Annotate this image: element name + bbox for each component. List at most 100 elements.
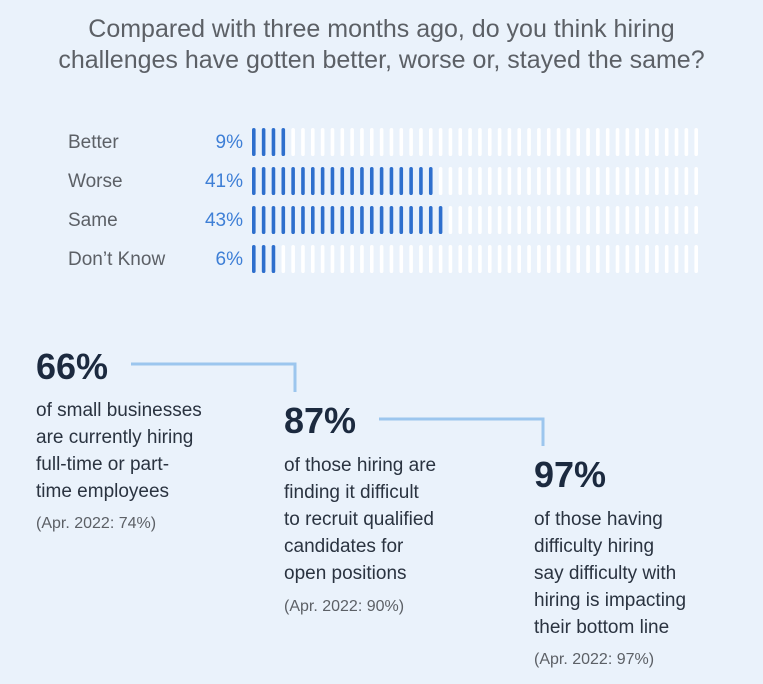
- empty-tick-worse: [625, 167, 630, 195]
- empty-tick-dont-know: [360, 245, 364, 273]
- empty-tick-better: [664, 128, 669, 156]
- empty-tick-worse: [596, 167, 600, 195]
- empty-tick-dont-know: [448, 245, 453, 273]
- empty-tick-same: [448, 206, 453, 234]
- empty-tick-worse: [448, 167, 453, 195]
- filled-tick-better: [252, 128, 256, 156]
- empty-tick-better: [458, 128, 463, 156]
- filled-tick-same: [350, 206, 354, 234]
- empty-tick-better: [310, 128, 315, 156]
- empty-tick-same: [674, 206, 679, 234]
- empty-tick-worse: [487, 167, 492, 195]
- stat-2-line-1: of those hiring are: [284, 455, 437, 476]
- stat-note-3: (Apr. 2022: 97%): [534, 651, 655, 668]
- filled-tick-worse: [310, 167, 315, 195]
- filled-tick-worse: [281, 167, 286, 195]
- empty-tick-better: [645, 128, 649, 156]
- empty-tick-worse: [664, 167, 669, 195]
- stat-2-line-2: finding it difficult: [284, 482, 419, 503]
- empty-tick-better: [369, 128, 374, 156]
- filled-tick-worse: [369, 167, 374, 195]
- value-label-worse: 41%: [204, 171, 243, 192]
- empty-tick-better: [379, 128, 384, 156]
- empty-tick-same: [537, 206, 541, 234]
- filled-tick-dont-know: [261, 245, 266, 273]
- empty-tick-same: [586, 206, 590, 234]
- filled-tick-same: [291, 206, 295, 234]
- empty-tick-better: [340, 128, 345, 156]
- stat-1-line-4: time employees: [36, 481, 170, 502]
- stat-value-3: 97%: [534, 454, 607, 495]
- filled-tick-dont-know: [252, 245, 256, 273]
- empty-tick-dont-know: [586, 245, 590, 273]
- value-label-better: 9%: [215, 132, 243, 153]
- empty-tick-dont-know: [694, 245, 698, 273]
- filled-tick-same: [389, 206, 394, 234]
- empty-tick-dont-know: [487, 245, 492, 273]
- empty-tick-same: [576, 206, 581, 234]
- empty-tick-dont-know: [546, 245, 551, 273]
- filled-tick-worse: [389, 167, 394, 195]
- filled-tick-worse: [320, 167, 325, 195]
- empty-tick-better: [301, 128, 305, 156]
- filled-tick-same: [379, 206, 384, 234]
- empty-tick-better: [546, 128, 551, 156]
- empty-tick-better: [625, 128, 630, 156]
- empty-tick-better: [448, 128, 453, 156]
- empty-tick-dont-know: [409, 245, 413, 273]
- filled-tick-better: [271, 128, 276, 156]
- filled-tick-same: [281, 206, 286, 234]
- empty-tick-worse: [438, 167, 443, 195]
- empty-tick-dont-know: [674, 245, 679, 273]
- empty-tick-better: [487, 128, 492, 156]
- filled-tick-worse: [379, 167, 384, 195]
- empty-tick-worse: [458, 167, 463, 195]
- empty-tick-better: [468, 128, 472, 156]
- empty-tick-same: [556, 206, 561, 234]
- stat-2-line-4: candidates for: [284, 536, 404, 557]
- empty-tick-better: [655, 128, 659, 156]
- filled-tick-worse: [271, 167, 276, 195]
- empty-tick-worse: [645, 167, 649, 195]
- empty-tick-worse: [576, 167, 581, 195]
- empty-tick-dont-know: [369, 245, 374, 273]
- stat-note-1: (Apr. 2022: 74%): [36, 515, 157, 532]
- empty-tick-worse: [655, 167, 659, 195]
- empty-tick-better: [694, 128, 698, 156]
- filled-tick-same: [301, 206, 305, 234]
- empty-tick-worse: [556, 167, 561, 195]
- stat-note-2: (Apr. 2022: 90%): [284, 598, 405, 615]
- bar-dont-know: [252, 245, 698, 273]
- empty-tick-same: [635, 206, 640, 234]
- empty-tick-better: [320, 128, 325, 156]
- empty-tick-dont-know: [566, 245, 571, 273]
- empty-tick-better: [527, 128, 531, 156]
- value-label-same: 43%: [204, 210, 243, 231]
- filled-tick-same: [320, 206, 325, 234]
- stat-3-line-4: hiring is impacting: [534, 590, 687, 611]
- category-label-better: Better: [68, 132, 119, 153]
- empty-tick-same: [596, 206, 600, 234]
- filled-tick-better: [281, 128, 286, 156]
- empty-tick-dont-know: [468, 245, 472, 273]
- filled-tick-worse: [409, 167, 413, 195]
- empty-tick-dont-know: [556, 245, 561, 273]
- empty-tick-better: [576, 128, 581, 156]
- empty-tick-worse: [605, 167, 610, 195]
- stat-2-line-3: to recruit qualified: [284, 509, 434, 530]
- connector-line-2: [379, 417, 545, 446]
- empty-tick-same: [468, 206, 472, 234]
- empty-tick-better: [330, 128, 335, 156]
- empty-tick-better: [428, 128, 433, 156]
- empty-tick-better: [586, 128, 590, 156]
- empty-tick-dont-know: [527, 245, 531, 273]
- empty-tick-same: [507, 206, 512, 234]
- empty-tick-better: [507, 128, 512, 156]
- empty-tick-worse: [517, 167, 522, 195]
- bar-worse: [252, 167, 698, 195]
- filled-tick-same: [360, 206, 364, 234]
- empty-tick-dont-know: [684, 245, 689, 273]
- filled-tick-worse: [350, 167, 354, 195]
- empty-tick-same: [684, 206, 689, 234]
- filled-tick-worse: [360, 167, 364, 195]
